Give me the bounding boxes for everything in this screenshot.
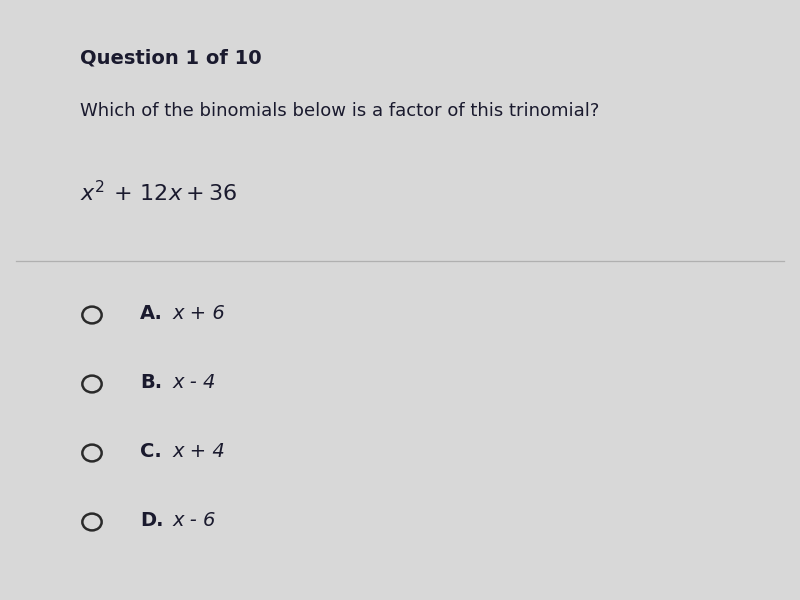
Text: D.: D. (140, 511, 163, 530)
Text: C.: C. (140, 442, 162, 461)
Text: x + 6: x + 6 (172, 304, 225, 323)
Text: B.: B. (140, 373, 162, 392)
Text: A.: A. (140, 304, 163, 323)
Text: Question 1 of 10: Question 1 of 10 (80, 48, 262, 67)
Text: $x^2$$\,+\,12x+36$: $x^2$$\,+\,12x+36$ (80, 180, 238, 205)
Text: x - 4: x - 4 (172, 373, 215, 392)
Text: x + 4: x + 4 (172, 442, 225, 461)
Text: x - 6: x - 6 (172, 511, 215, 530)
Text: Which of the binomials below is a factor of this trinomial?: Which of the binomials below is a factor… (80, 102, 599, 120)
